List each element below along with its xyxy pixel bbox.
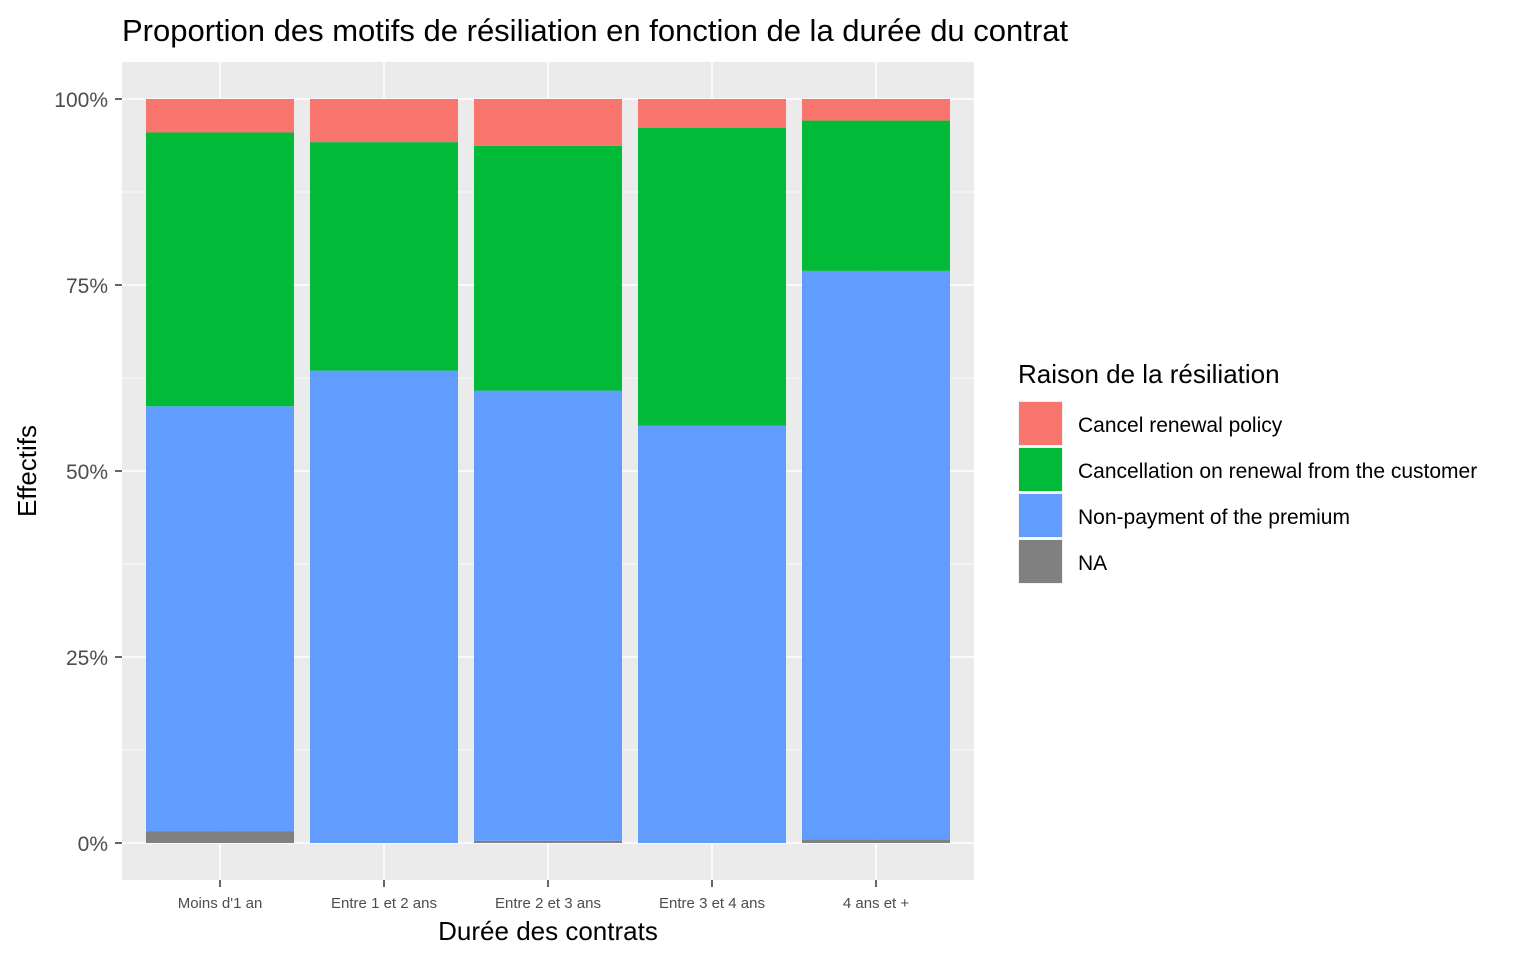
y-axis-title: Effectifs [12,425,42,517]
legend-items: Cancel renewal policy Cancellation on ren… [1018,401,1477,584]
legend-label: Cancel renewal policy [1078,414,1283,437]
legend-label: NA [1078,552,1107,575]
bar-segment [146,99,294,133]
y-tick-label: 75% [66,275,108,298]
x-tick-label: Moins d'1 an [178,895,263,912]
bar-segment [474,390,622,841]
bar-segment [146,406,294,832]
bar-segment [146,132,294,407]
x-tick-label: Entre 2 et 3 ans [495,895,601,912]
legend: Raison de la résiliation Cancel renewal … [1018,359,1477,584]
x-axis-title: Durée des contrats [438,916,658,946]
axes: 0% 25% 50% 75% 100% Moins d'1 an Entre 1 et 2 … [54,89,909,912]
y-tick-label: 25% [66,647,108,670]
legend-title: Raison de la résiliation [1018,359,1280,389]
bar-segment [474,145,622,391]
bar-segment [310,99,458,143]
y-tick-label: 0% [78,833,108,856]
bar-segment [638,425,786,843]
legend-swatch [1019,448,1062,491]
bar-segment [310,370,458,843]
bar-segment [802,839,950,843]
legend-label: Cancellation on renewal from the custome… [1078,460,1477,483]
bars [146,99,950,843]
legend-label: Non-payment of the premium [1078,506,1350,529]
bar-segment [802,120,950,271]
chart-title: Proportion des motifs de résiliation en … [122,13,1068,48]
legend-swatch [1019,402,1062,445]
legend-swatch [1019,540,1062,583]
bar-segment [146,831,294,843]
bar-segment [474,840,622,843]
bar-segment [474,99,622,146]
x-tick-label: Entre 3 et 4 ans [659,895,765,912]
bar-segment [310,142,458,371]
x-tick-label: 4 ans et + [843,895,910,912]
x-tick-label: Entre 1 et 2 ans [331,895,437,912]
y-tick-label: 100% [54,89,108,112]
bar-segment [802,99,950,121]
y-tick-label: 50% [66,461,108,484]
bar-segment [638,128,786,426]
bar-segment [802,270,950,840]
legend-swatch [1019,494,1062,537]
bar-segment [638,99,786,129]
